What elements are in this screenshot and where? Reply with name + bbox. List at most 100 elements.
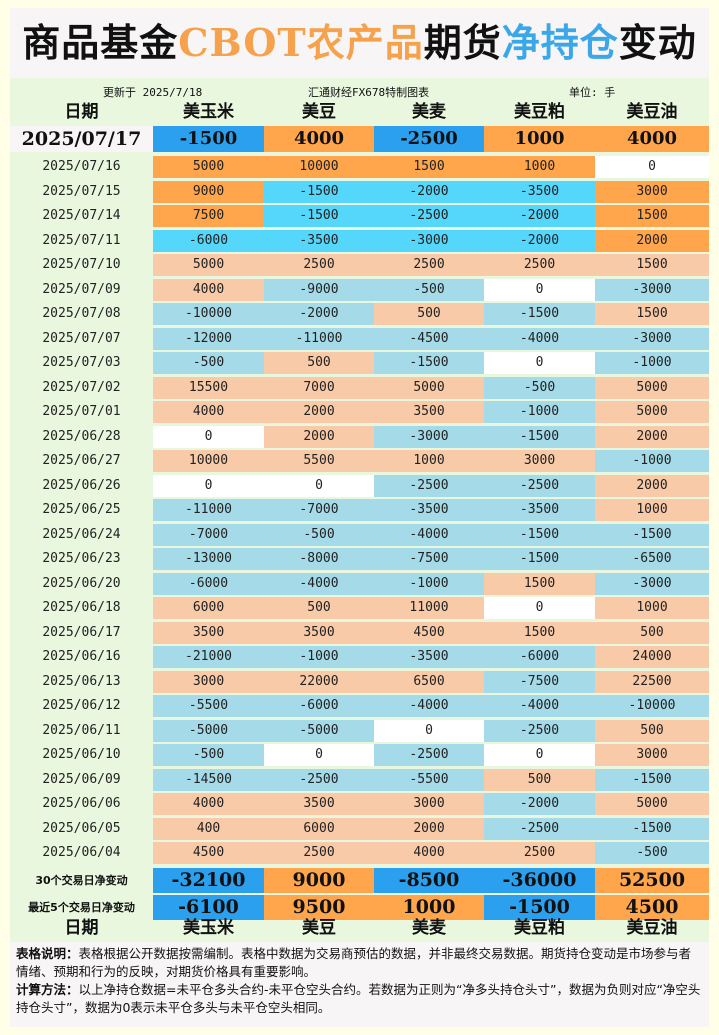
value-cell-soyoil: 1500 — [595, 205, 709, 227]
value-cell-corn: -6000 — [153, 229, 264, 252]
title-part-6: 变动 — [618, 20, 697, 65]
value-cell-soyoil: 3000 — [595, 180, 709, 203]
value-cell-soymeal: -2500 — [484, 719, 595, 742]
value-cell-wheat: -3000 — [374, 229, 484, 252]
value-cell-soybean: 2500 — [264, 842, 374, 864]
title-part-1: 商品基金 — [22, 20, 179, 65]
date-cell: 2025/07/15 — [42, 183, 121, 199]
value-cell-wheat: 1500 — [374, 156, 484, 178]
value-cell-soybean: -4000 — [264, 572, 374, 595]
value-cell-corn: -5500 — [153, 695, 264, 717]
value-cell-soymeal: 2500 — [484, 254, 595, 276]
date-cell: 2025/06/23 — [42, 551, 121, 566]
date-cell: 2025/06/05 — [42, 820, 121, 836]
value-cell-soymeal: -36000 — [484, 867, 595, 893]
value-cell-wheat: 0 — [374, 719, 484, 742]
value-cell-corn: 10000 — [153, 450, 264, 472]
value-cell-corn: -32100 — [153, 867, 264, 893]
value-cell-corn: 5000 — [153, 156, 264, 178]
sub-info-bar: 更新于 2025/7/18 汇通财经FX678特制图表 单位: 手 — [10, 81, 709, 101]
table-row: 2025/06/18 6000 500 11000 0 1000 — [10, 597, 709, 619]
table-header-bottom: 日期 美玉米 美豆 美麦 美豆粕 美豆油 — [10, 917, 709, 939]
value-cell-soybean: 3500 — [264, 793, 374, 815]
value-cell-wheat: 2000 — [374, 817, 484, 840]
value-cell-wheat: 500 — [374, 303, 484, 325]
table-row: 2025/06/20 -6000 -4000 -1000 1500 -3000 — [10, 572, 709, 595]
date-cell: 最近5个交易日净变动 — [28, 900, 135, 914]
date-cell: 2025/07/11 — [42, 232, 121, 248]
value-cell-corn: -12000 — [153, 327, 264, 350]
value-cell-soybean: 9000 — [264, 867, 374, 893]
calc-note-label: 计算方法： — [16, 982, 79, 997]
value-cell-soybean: 2000 — [264, 425, 374, 448]
table-row: 2025/07/10 5000 2500 2500 2500 1500 — [10, 254, 709, 276]
value-cell-wheat: -8500 — [374, 867, 484, 893]
value-cell-soymeal: -6000 — [484, 646, 595, 668]
table-row: 2025/06/06 4000 3500 3000 -2000 5000 — [10, 793, 709, 815]
footer-header-wheat: 美麦 — [412, 918, 446, 938]
footer-header-soyoil: 美豆油 — [626, 918, 678, 938]
table-row: 2025/06/12 -5500 -6000 -4000 -4000 -10000 — [10, 695, 709, 717]
value-cell-soyoil: 22500 — [595, 670, 709, 693]
value-cell-corn: 9000 — [153, 180, 264, 203]
value-cell-corn: -11000 — [153, 499, 264, 521]
date-cell: 2025/07/08 — [42, 306, 121, 321]
value-cell-soymeal: -2000 — [484, 793, 595, 815]
source-label: 汇通财经FX678特制图表 — [308, 86, 430, 99]
value-cell-corn: -7000 — [153, 523, 264, 546]
value-cell-corn: 0 — [153, 474, 264, 497]
value-cell-soyoil: 0 — [595, 156, 709, 178]
value-cell-wheat: -3500 — [374, 646, 484, 668]
value-cell-corn: 15500 — [153, 376, 264, 399]
updated-date: 更新于 2025/7/18 — [103, 86, 203, 99]
value-cell-soybean: 9500 — [264, 894, 374, 920]
value-cell-soyoil: 2000 — [595, 229, 709, 252]
value-cell-soybean: -500 — [264, 523, 374, 546]
value-cell-soyoil: 2000 — [595, 425, 709, 448]
value-cell-soyoil: 5000 — [595, 793, 709, 815]
date-cell: 2025/06/25 — [42, 502, 121, 517]
value-cell-soymeal: -2500 — [484, 817, 595, 840]
date-cell: 2025/06/13 — [42, 673, 121, 689]
date-cell: 2025/06/27 — [42, 453, 121, 468]
value-cell-soybean: 0 — [264, 474, 374, 497]
value-cell-wheat: 2500 — [374, 254, 484, 276]
table-row: 2025/06/25 -11000 -7000 -3500 -3500 1000 — [10, 499, 709, 521]
value-cell-soybean: 500 — [264, 352, 374, 374]
value-cell-soymeal: 0 — [484, 597, 595, 619]
value-cell-wheat: -1500 — [374, 352, 484, 374]
value-cell-soyoil: -1000 — [595, 352, 709, 374]
date-cell: 2025/07/01 — [42, 404, 121, 419]
value-cell-corn: 0 — [153, 425, 264, 448]
value-cell-soymeal: -1500 — [484, 894, 595, 920]
table-header-top: 日期 美玉米 美豆 美麦 美豆粕 美豆油 — [10, 101, 709, 123]
value-cell-soybean: 3500 — [264, 621, 374, 644]
value-cell-soyoil: 500 — [595, 621, 709, 644]
value-cell-soyoil: 1000 — [595, 499, 709, 521]
value-cell-soymeal: -2000 — [484, 229, 595, 252]
value-cell-corn: -500 — [153, 352, 264, 374]
value-cell-soybean: 2500 — [264, 254, 374, 276]
value-cell-soybean: -9000 — [264, 278, 374, 301]
value-cell-wheat: 1000 — [374, 894, 484, 920]
value-cell-soyoil: -10000 — [595, 695, 709, 717]
value-cell-soyoil: 500 — [595, 719, 709, 742]
date-cell: 2025/06/28 — [42, 428, 121, 444]
table-note: 表格说明：表格根据公开数据按需编制。表格中数据为交易商预估的数据，并非最终交易数… — [16, 945, 703, 981]
calc-note-text: 以上净持仓数据=未平仓多头合约-未平仓空头合约。若数据为正则为“净多头持仓头寸”… — [16, 982, 701, 1015]
value-cell-soybean: -7000 — [264, 499, 374, 521]
value-cell-soymeal: -7500 — [484, 670, 595, 693]
value-cell-soybean: 5500 — [264, 450, 374, 472]
value-cell-wheat: -4500 — [374, 327, 484, 350]
value-cell-soyoil: 3000 — [595, 744, 709, 766]
table-row: 2025/06/16 -21000 -1000 -3500 -6000 24000 — [10, 646, 709, 668]
value-cell-soyoil: 4000 — [595, 126, 709, 152]
value-cell-soymeal: -500 — [484, 376, 595, 399]
table-row: 2025/06/13 3000 22000 6500 -7500 22500 — [10, 670, 709, 693]
date-cell: 30个交易日净变动 — [35, 873, 128, 887]
chart-frame: 商品基金CBOT农产品期货净持仓变动 更新于 2025/7/18 汇通财经FX6… — [10, 8, 709, 1027]
value-cell-corn: 400 — [153, 817, 264, 840]
date-cell: 2025/06/20 — [42, 575, 121, 591]
value-cell-soybean: -8000 — [264, 548, 374, 570]
value-cell-soymeal: -3500 — [484, 499, 595, 521]
